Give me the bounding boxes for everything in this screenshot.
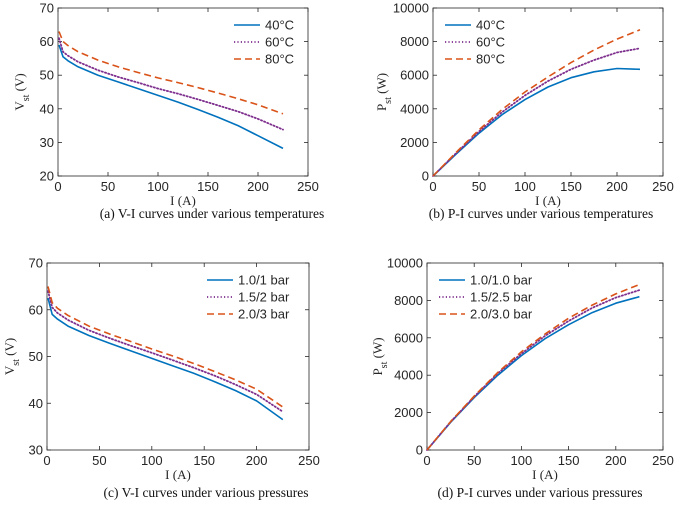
y-tick-label: 60 <box>29 302 43 317</box>
y-tick-label: 40 <box>29 396 43 411</box>
x-tick-label: 150 <box>197 179 219 194</box>
y-tick-label: 8000 <box>394 293 423 308</box>
y-axis-label: Pst (W) <box>370 337 390 375</box>
y-tick-label: 70 <box>40 1 54 16</box>
x-axis-label: I (A) <box>532 467 558 482</box>
x-tick-label: 200 <box>605 453 627 468</box>
x-tick-label: 0 <box>423 453 430 468</box>
x-tick-label: 50 <box>472 179 486 194</box>
series-line-1 <box>47 297 284 421</box>
panel-caption: (b) P-I curves under various temperature… <box>429 206 654 221</box>
series-line-2 <box>47 290 284 413</box>
legend-label-1: 40°C <box>265 18 294 33</box>
legend: 1.0/1 bar 1.5/2 bar 2.0/3 bar <box>207 273 290 322</box>
y-tick-label: 60 <box>40 34 54 49</box>
x-tick-label: 0 <box>43 453 50 468</box>
y-tick-label: 0 <box>416 443 423 458</box>
y-tick-label: 0 <box>422 169 429 184</box>
y-tick-label: 2000 <box>400 135 429 150</box>
series-line-2 <box>426 289 641 451</box>
x-tick-label: 0 <box>429 179 436 194</box>
panel-caption: (d) P-I curves under various pressures <box>437 485 642 500</box>
x-tick-label: 250 <box>297 179 319 194</box>
x-tick-label: 250 <box>652 453 674 468</box>
legend-label-3: 2.0/3.0 bar <box>470 307 533 322</box>
legend-label-1: 1.0/1 bar <box>238 273 290 288</box>
x-tick-label: 150 <box>560 179 582 194</box>
y-tick-label: 4000 <box>400 101 429 116</box>
legend-label-2: 1.5/2.5 bar <box>470 290 533 305</box>
y-tick-label: 30 <box>29 443 43 458</box>
chart-panel-b: 0 50 100 150 200 250 0 2000 4000 6000 8000 10000 I (… <box>374 1 674 222</box>
y-tick-label: 4000 <box>394 368 423 383</box>
series-line-2 <box>432 47 641 177</box>
chart-panel-a: 0 50 100 150 200 250 20 30 40 50 60 70 I (A) Vst (V) 4… <box>12 1 324 222</box>
y-tick-label: 10000 <box>393 1 429 16</box>
x-tick-label: 150 <box>558 453 580 468</box>
y-axis-label: Pst (W) <box>374 73 394 111</box>
panel-caption: (a) V-I curves under various temperature… <box>100 206 325 221</box>
y-tick-label: 50 <box>29 349 43 364</box>
legend-label-1: 1.0/1.0 bar <box>470 273 533 288</box>
chart-panel-d: 0 50 100 150 200 250 0 2000 4000 6000 8000 10000 I (… <box>370 256 674 501</box>
x-tick-label: 100 <box>141 453 163 468</box>
series-line-1 <box>426 295 640 451</box>
y-tick-label: 6000 <box>394 330 423 345</box>
y-tick-label: 10000 <box>387 256 423 271</box>
legend-label-2: 60°C <box>265 35 294 50</box>
series-line-3 <box>432 29 641 177</box>
x-tick-label: 200 <box>247 179 269 194</box>
legend-label-1: 40°C <box>476 18 505 33</box>
y-tick-label: 20 <box>40 169 54 184</box>
legend-label-2: 60°C <box>476 35 505 50</box>
x-tick-label: 50 <box>101 179 115 194</box>
y-axis-label: Vst (V) <box>2 338 22 375</box>
legend: 40°C 60°C 80°C <box>445 18 505 67</box>
x-tick-label: 250 <box>298 453 320 468</box>
x-tick-label: 100 <box>514 179 536 194</box>
chart-panel-c: 0 50 100 150 200 250 30 40 50 60 70 I (A) Vst (V) 1.0… <box>2 256 320 501</box>
x-axis-label: I (A) <box>535 193 561 208</box>
legend-label-3: 80°C <box>265 52 294 67</box>
series-line-3 <box>58 31 284 115</box>
y-tick-label: 6000 <box>400 68 429 83</box>
panel-caption: (c) V-I curves under various pressures <box>103 485 308 500</box>
series-line-3 <box>47 286 284 408</box>
x-tick-label: 150 <box>193 453 215 468</box>
legend: 1.0/1.0 bar 1.5/2.5 bar 2.0/3.0 bar <box>439 273 533 322</box>
plot-frame <box>432 7 664 177</box>
series-line-1 <box>432 67 641 177</box>
legend-label-2: 1.5/2 bar <box>238 290 290 305</box>
x-tick-label: 200 <box>246 453 268 468</box>
x-tick-label: 100 <box>511 453 533 468</box>
plot-frame <box>426 262 664 451</box>
plot-frame <box>57 7 309 177</box>
y-tick-label: 50 <box>40 68 54 83</box>
x-tick-label: 250 <box>652 179 674 194</box>
x-axis-label: I (A) <box>170 193 196 208</box>
y-tick-label: 30 <box>40 135 54 150</box>
legend: 40°C 60°C 80°C <box>234 18 294 67</box>
y-axis-label: Vst (V) <box>12 73 32 110</box>
x-tick-label: 50 <box>467 453 481 468</box>
y-tick-label: 70 <box>29 256 43 271</box>
y-tick-label: 8000 <box>400 34 429 49</box>
x-tick-label: 200 <box>606 179 628 194</box>
x-axis-label: I (A) <box>165 467 191 482</box>
x-tick-label: 50 <box>92 453 106 468</box>
x-tick-label: 100 <box>147 179 169 194</box>
y-tick-label: 40 <box>40 101 54 116</box>
series-line-1 <box>58 44 284 150</box>
legend-label-3: 80°C <box>476 52 505 67</box>
series-line-3 <box>426 283 640 451</box>
series-line-2 <box>58 37 284 131</box>
x-tick-label: 0 <box>54 179 61 194</box>
legend-label-3: 2.0/3 bar <box>238 307 290 322</box>
y-tick-label: 2000 <box>394 405 423 420</box>
